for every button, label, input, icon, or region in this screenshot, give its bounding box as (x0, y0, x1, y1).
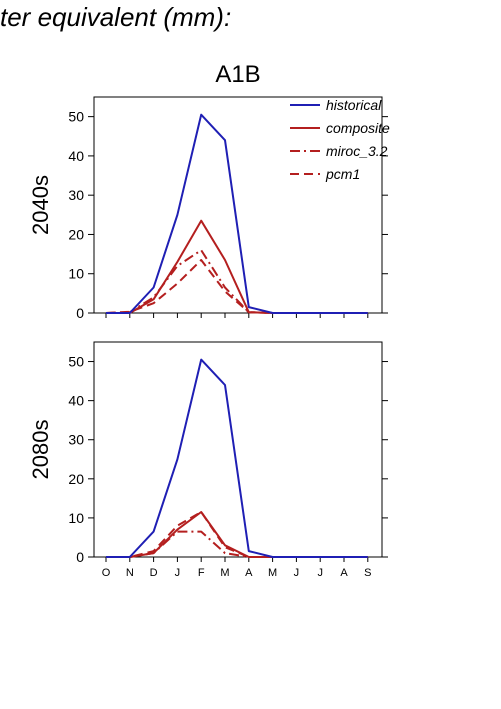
chart-panels: 0 10 20 30 40 50 2040s 0 10 20 30 40 50 O N D J F M A M J J A S 2… (28, 96, 388, 579)
y-tick-label: 30 (68, 187, 84, 203)
y-tick-label: 50 (68, 354, 84, 370)
legend-label: historical (326, 97, 382, 113)
y-tick-label: 50 (68, 109, 84, 125)
x-tick-label: J (175, 567, 181, 579)
y-tick-label: 0 (76, 549, 84, 565)
y-tick-label: 0 (76, 305, 84, 321)
legend-label: pcm1 (325, 166, 360, 182)
y-tick-label: 30 (68, 432, 84, 448)
x-tick-label: M (268, 567, 277, 579)
plot-frame (93, 341, 383, 558)
x-tick-label: N (126, 567, 134, 579)
chart-legend: historical composite miroc_3.2 pcm1 (290, 97, 390, 182)
x-tick-label: D (150, 567, 158, 579)
x-tick-label: J (317, 567, 323, 579)
y-tick-label: 20 (68, 226, 84, 242)
plot-frame (93, 96, 383, 314)
chart-panel-2080s: 0 10 20 30 40 50 O N D J F M A M J J A S 2080s (28, 341, 388, 579)
x-tick-label: A (245, 567, 253, 579)
page-title: ter equivalent (mm): (0, 2, 232, 32)
chart-panel-2040s: 0 10 20 30 40 50 2040s (28, 96, 388, 321)
series-line-miroc-3-2 (106, 530, 368, 558)
y-tick-label: 10 (68, 266, 84, 282)
panel-label: 2080s (28, 420, 53, 480)
y-tick-label: 10 (68, 510, 84, 526)
x-tick-label: S (364, 567, 371, 579)
scenario-label: A1B (215, 61, 260, 88)
panel-label: 2040s (28, 175, 53, 235)
x-tick-label: O (102, 567, 111, 579)
y-tick-label: 40 (68, 148, 84, 164)
x-tick-label: F (198, 567, 205, 579)
x-tick-label: A (340, 567, 348, 579)
x-tick-label: M (220, 567, 229, 579)
legend-label: composite (326, 120, 390, 136)
x-tick-label: J (294, 567, 300, 579)
series-line-miroc-3-2 (105, 249, 368, 314)
y-tick-label: 40 (68, 393, 84, 409)
series-line-composite (106, 511, 368, 558)
series-line-historical (106, 358, 368, 558)
series-line-historical (106, 113, 368, 314)
legend-label: miroc_3.2 (326, 143, 388, 159)
y-tick-label: 20 (68, 471, 84, 487)
